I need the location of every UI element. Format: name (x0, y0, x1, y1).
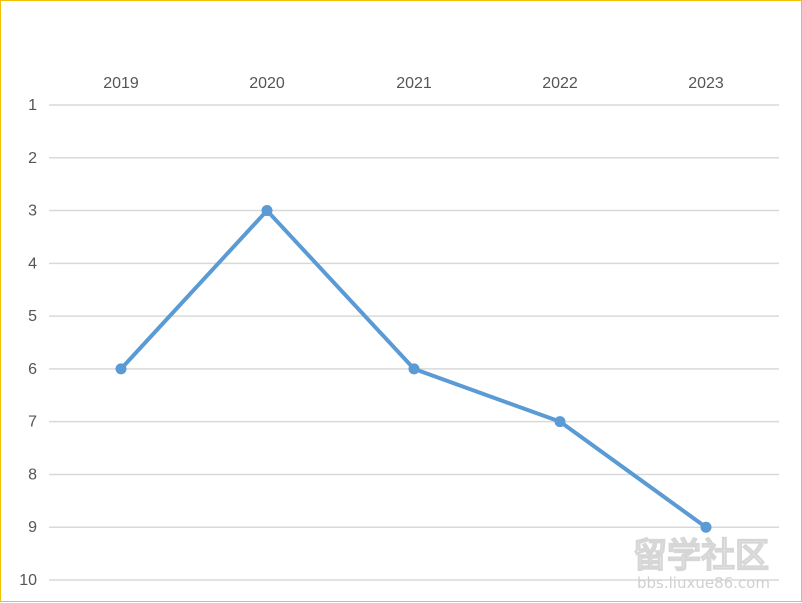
y-tick-label: 10 (19, 572, 37, 589)
x-tick-label: 2020 (249, 75, 285, 92)
watermark: 留学社区 bbs.liuxue86.com (632, 535, 770, 592)
watermark-url: bbs.liuxue86.com (637, 574, 770, 592)
y-tick-label: 5 (28, 308, 37, 325)
data-point (700, 521, 712, 533)
y-tick-label: 9 (28, 519, 37, 536)
x-tick-label: 2019 (103, 75, 139, 92)
x-tick-label: 2021 (396, 75, 432, 92)
y-tick-label: 3 (28, 203, 37, 220)
y-axis-ticks: 1 2 3 4 5 6 7 8 9 10 (19, 97, 37, 589)
data-point (115, 363, 127, 375)
data-point (554, 416, 566, 428)
data-point (261, 205, 273, 217)
y-tick-label: 6 (28, 361, 37, 378)
y-tick-label: 2 (28, 150, 37, 167)
gridlines (49, 104, 779, 581)
y-tick-label: 1 (28, 97, 37, 114)
y-tick-label: 8 (28, 466, 37, 483)
x-tick-label: 2023 (688, 75, 724, 92)
x-axis-ticks: 2019 2020 2021 2022 2023 (103, 75, 724, 92)
data-points (115, 205, 712, 533)
y-tick-label: 7 (28, 414, 37, 431)
y-tick-label: 4 (28, 255, 37, 272)
x-tick-label: 2022 (542, 75, 578, 92)
watermark-title: 留学社区 (633, 536, 769, 576)
data-point (408, 363, 420, 375)
